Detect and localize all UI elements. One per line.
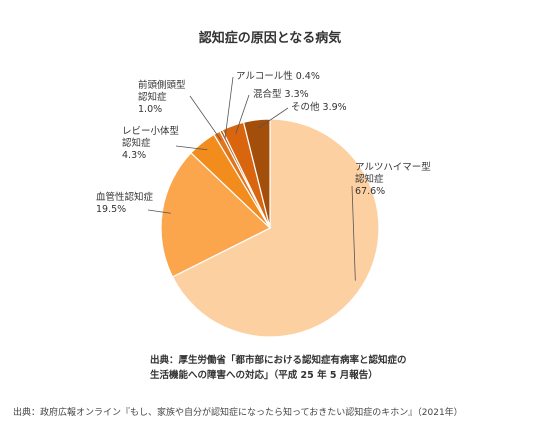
- slice-value-3: 1.0%: [138, 104, 162, 115]
- pie-slice-6: [242, 118, 271, 229]
- leader-line-2: [175, 145, 208, 151]
- source-note-line-2: 生活機能への障害への対応」（平成 25 年 5 月報告）: [150, 370, 378, 381]
- slice-label-text-5: 混合型 3.3%: [253, 88, 309, 100]
- pie-slices: [160, 118, 380, 338]
- slice-label-0: アルツハイマー型認知症 67.6%: [355, 162, 431, 197]
- slice-value-2: 4.3%: [122, 150, 146, 161]
- leader-lines: [147, 76, 356, 281]
- slice-label-2: レビー小体型認知症 4.3%: [122, 125, 180, 161]
- slice-name-0: 認知症: [355, 173, 384, 185]
- slice-label-5: 混合型 3.3%: [253, 88, 309, 100]
- leader-line-1: [147, 209, 171, 214]
- leader-line-4: [224, 76, 234, 139]
- footer-citation: 出典：政府広報オンライン『もし、家族や自分が認知症になったら知っておきたい認知症…: [13, 408, 463, 418]
- slice-label-4: アルコール性 0.4%: [236, 70, 320, 82]
- source-note-line-1: 出典：厚生労働省「都市部における認知症有病率と認知症の: [150, 355, 407, 366]
- slice-name-3: 前頭側頭型: [138, 79, 186, 91]
- slice-name-1: 血管性認知症: [96, 191, 154, 203]
- leader-line-6: [257, 107, 289, 129]
- slice-labels: アルツハイマー型認知症 67.6%血管性認知症 19.5%レビー小体型認知症 4.3%…: [96, 70, 431, 215]
- chart-title: 認知症の原因となる病気: [199, 30, 342, 46]
- source-note: 出典：厚生労働省「都市部における認知症有病率と認知症の 生活機能への障害への対応…: [150, 353, 450, 383]
- leader-line-0: [351, 185, 356, 281]
- slice-label-6: その他 3.9%: [291, 101, 347, 113]
- slice-name-3: 認知症: [138, 91, 167, 103]
- slice-label-text-4: アルコール性 0.4%: [236, 70, 320, 82]
- slice-name-2: レビー小体型: [122, 125, 180, 137]
- pie-slice-0: [171, 118, 380, 338]
- slice-value-0: 67.6%: [355, 186, 385, 197]
- slice-name-0: アルツハイマー型: [355, 162, 431, 173]
- slice-label-text-6: その他 3.9%: [291, 101, 347, 113]
- slice-label-1: 血管性認知症 19.5%: [96, 191, 154, 215]
- slice-label-3: 前頭側頭型認知症 1.0%: [138, 79, 186, 115]
- leader-line-5: [235, 94, 250, 134]
- slice-value-1: 19.5%: [96, 204, 126, 215]
- leader-line-3: [189, 95, 222, 141]
- slice-name-2: 認知症: [122, 137, 151, 149]
